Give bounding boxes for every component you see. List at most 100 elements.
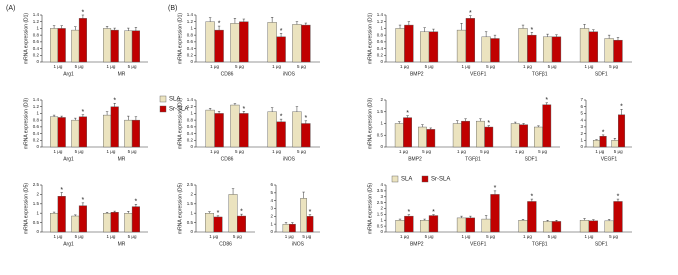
- bar: [57, 196, 66, 233]
- group-label: Arg1: [63, 71, 74, 77]
- bar: [230, 104, 240, 148]
- group-label: iNOS: [283, 156, 296, 162]
- y-tick-label: 0: [270, 229, 273, 234]
- bar: [276, 121, 286, 148]
- x-tick-label: 5 μg: [486, 64, 495, 69]
- bar: [461, 120, 470, 148]
- group-label: VEGF1: [470, 241, 487, 247]
- x-tick-label: 1 μg: [53, 149, 62, 154]
- bar: [476, 120, 485, 148]
- y-tick-label: 2: [380, 97, 383, 102]
- bar: [228, 194, 238, 233]
- bar: [205, 21, 215, 63]
- bar: [588, 220, 599, 233]
- y-tick-label: 1: [380, 217, 383, 222]
- y-tick-label: 2.5: [187, 182, 194, 187]
- bar: [50, 116, 59, 148]
- y-tick-label: 1: [270, 221, 273, 226]
- y-tick-label: 1: [380, 121, 383, 126]
- y-tick-label: 0: [380, 59, 383, 64]
- x-tick-label: 1 μg: [585, 234, 594, 239]
- bar: [239, 21, 249, 63]
- bar: [403, 117, 412, 148]
- bar: [542, 36, 553, 63]
- bar: [131, 119, 140, 148]
- y-tick-label: 1.2: [33, 19, 40, 24]
- bar: [292, 24, 302, 63]
- y-axis-label: mRNA expression (D1): [23, 13, 29, 64]
- y-tick-label: 0: [190, 59, 193, 64]
- y-tick-label: 2: [190, 192, 193, 197]
- x-tick-label: 1 μg: [209, 234, 218, 239]
- bar: [213, 216, 223, 233]
- bar: [592, 140, 601, 148]
- y-tick-label: 6: [270, 182, 273, 187]
- x-tick-label: 5 μg: [235, 64, 244, 69]
- group-label: iNOS: [292, 241, 305, 247]
- x-tick-label: 1 μg: [523, 64, 532, 69]
- bar: [551, 36, 562, 63]
- bar: [481, 36, 491, 63]
- y-tick-label: 1: [36, 210, 39, 215]
- y-tick-label: 0.5: [33, 220, 40, 225]
- bar: [57, 117, 66, 148]
- bar: [289, 223, 296, 233]
- y-tick-label: 0.4: [33, 46, 40, 51]
- x-tick-label: 5 μg: [128, 64, 137, 69]
- significance: *: [280, 113, 283, 120]
- significance: *: [217, 210, 220, 217]
- x-tick-label: 5 μg: [425, 234, 434, 239]
- bar: [267, 111, 277, 148]
- y-tick-label: 1.4: [377, 12, 384, 17]
- bar: [604, 220, 614, 233]
- y-tick-label: 0.8: [33, 117, 40, 122]
- bar: [131, 30, 140, 63]
- y-tick-label: 0.8: [33, 32, 40, 37]
- bar: [542, 221, 553, 233]
- significance: *: [602, 129, 605, 136]
- significance: *: [218, 20, 221, 27]
- group-label: MR: [118, 241, 126, 247]
- x-tick-label: 1 μg: [285, 234, 294, 239]
- y-axis-label: mRNA expression (D1): [177, 13, 183, 64]
- y-tick-label: 1.2: [377, 19, 384, 24]
- y-axis-label: mRNA expression (D5): [177, 183, 183, 234]
- bar: [599, 136, 607, 148]
- bar: [214, 29, 224, 63]
- bar: [456, 217, 467, 233]
- bar: [419, 31, 430, 63]
- group-label: MR: [118, 156, 126, 162]
- x-tick-label: 1 μg: [462, 234, 471, 239]
- x-tick-label: 5 μg: [425, 64, 434, 69]
- bar: [611, 140, 619, 148]
- y-tick-label: 0.6: [33, 39, 40, 44]
- bar: [237, 215, 246, 233]
- x-tick-label: 5 μg: [548, 234, 557, 239]
- x-tick-label: 1 μg: [53, 234, 62, 239]
- y-tick-label: 3.5: [377, 188, 384, 193]
- significance: *: [135, 199, 138, 206]
- bar: [579, 28, 590, 63]
- bar: [534, 126, 543, 148]
- y-tick-label: 0.2: [33, 137, 40, 142]
- y-tick-label: 1.5: [377, 212, 384, 217]
- significance: *: [82, 109, 85, 116]
- y-tick-label: 0.6: [33, 124, 40, 129]
- x-tick-label: 5 μg: [75, 149, 84, 154]
- y-tick-label: 6: [580, 104, 583, 109]
- bar: [452, 123, 462, 148]
- significance: *: [240, 208, 243, 215]
- bar: [103, 28, 112, 63]
- bar: [300, 198, 307, 233]
- significance: *: [242, 106, 245, 113]
- y-tick-label: 1.5: [33, 201, 40, 206]
- significance: *: [60, 187, 63, 194]
- y-tick-label: 1.4: [33, 97, 40, 102]
- y-tick-label: 0.8: [377, 32, 384, 37]
- x-tick-label: 5 μg: [75, 64, 84, 69]
- bar: [124, 212, 133, 233]
- y-tick-label: 2: [580, 131, 583, 136]
- x-tick-label: 5 μg: [235, 149, 244, 154]
- bar: [519, 124, 528, 148]
